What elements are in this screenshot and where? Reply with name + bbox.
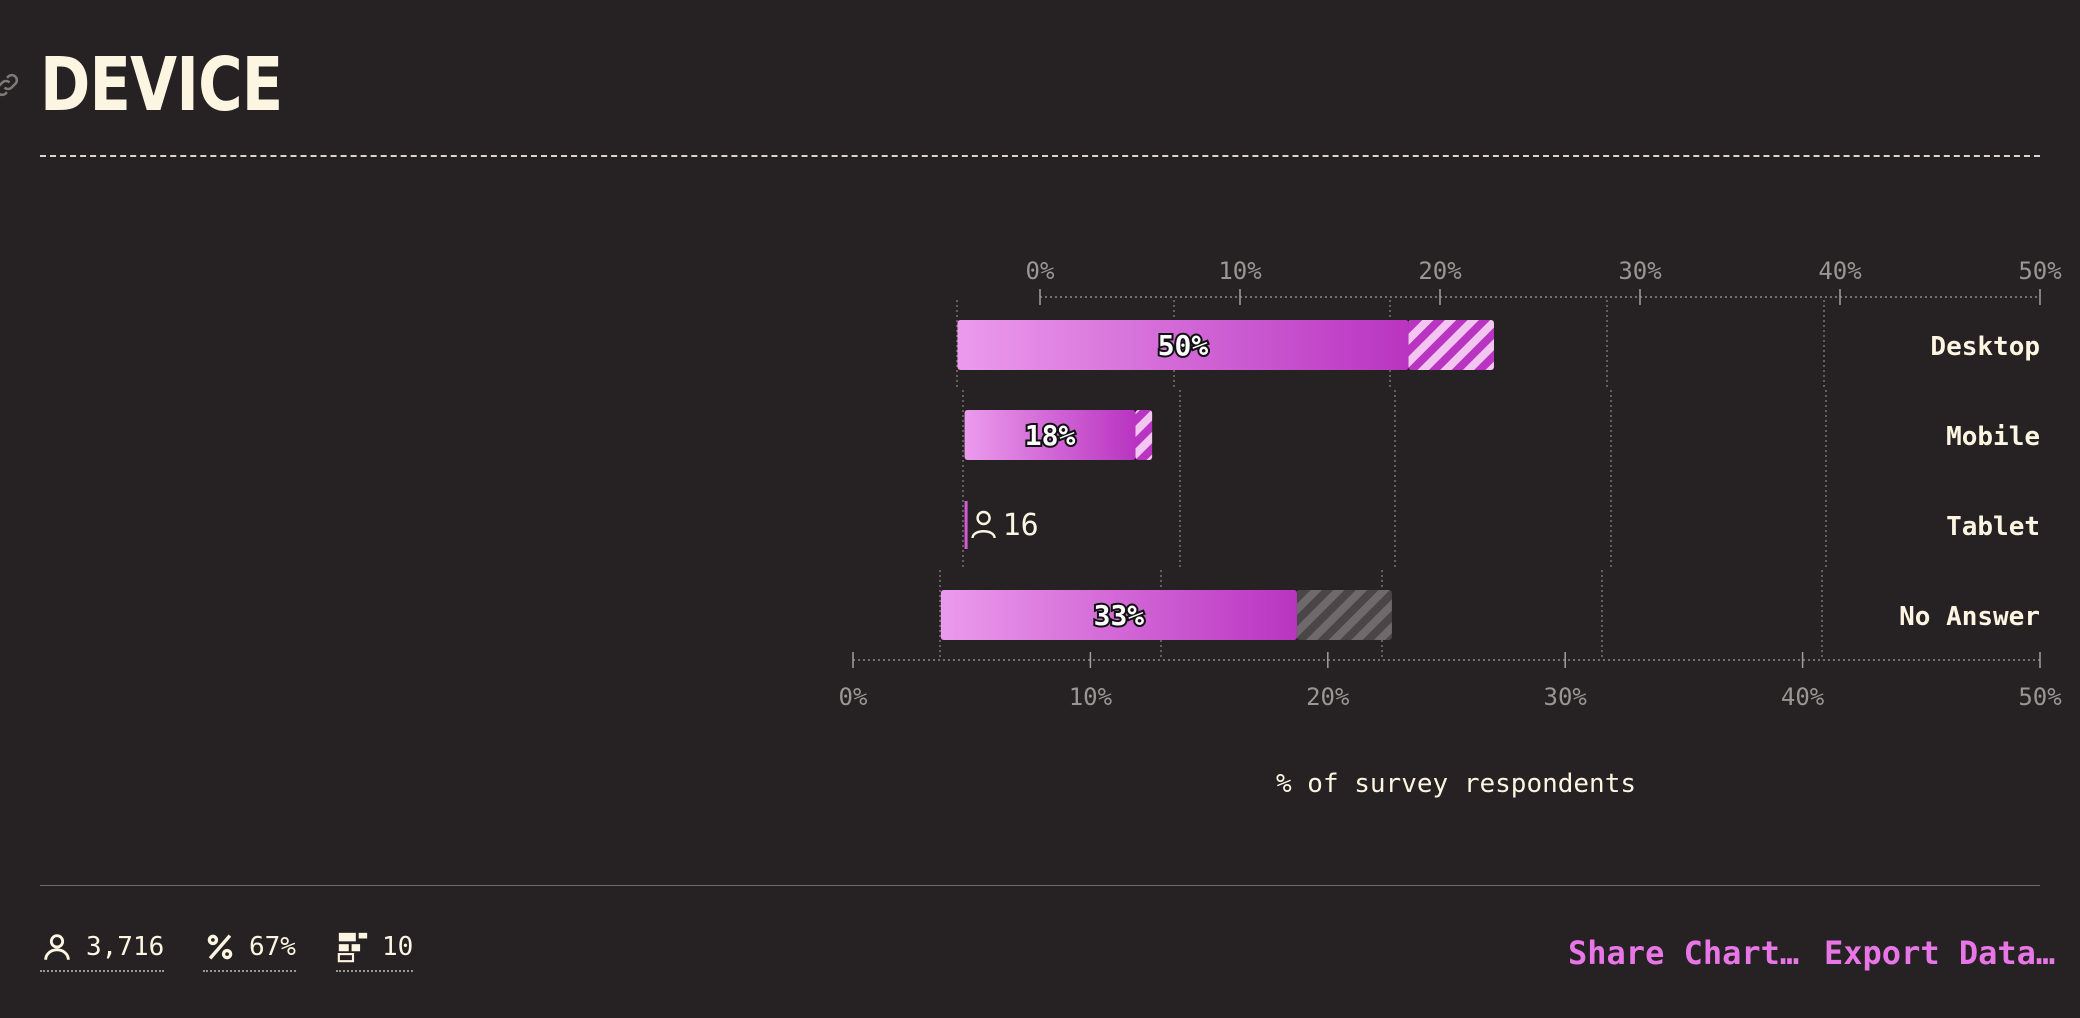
bar[interactable] [940, 590, 1297, 640]
bar-hatched [1408, 320, 1494, 370]
person-icon [44, 934, 70, 960]
x-tick-label-top: 20% [1418, 257, 1462, 285]
x-tick-label-top: 10% [1218, 257, 1262, 285]
bar[interactable] [957, 320, 1409, 370]
x-tick-label-top: 50% [2018, 257, 2062, 285]
bar-value-label: 33% [1094, 599, 1145, 632]
x-tick-label-top: 30% [1618, 257, 1662, 285]
x-tick-label-bottom: 50% [2018, 683, 2062, 711]
x-tick-label-bottom: 0% [839, 683, 868, 711]
device-bar-chart: 0% 0% 10% 10% 20% 20% 30% 30% 40% 40% 50% 50% 50% De… [839, 257, 2063, 799]
share-chart-link[interactable]: Share Chart… [1568, 934, 1800, 972]
anchor-link-icon[interactable] [0, 70, 22, 100]
questions-stat[interactable]: 10 [336, 930, 414, 972]
bar-hatched [1296, 590, 1392, 640]
percent-icon [207, 934, 233, 960]
x-tick-label-top: 0% [1026, 257, 1055, 285]
respondents-stat[interactable]: 3,716 [40, 930, 165, 972]
percent-stat[interactable]: 67% [203, 930, 296, 972]
x-tick-label-bottom: 40% [1781, 683, 1825, 711]
chart-blocks-icon [337, 932, 368, 963]
questions-count: 10 [382, 932, 414, 962]
category-label: No Answer [1899, 602, 2040, 632]
x-tick-label-bottom: 30% [1544, 683, 1588, 711]
x-tick-label-bottom: 20% [1306, 683, 1350, 711]
category-label: Desktop [1930, 332, 2040, 362]
person-icon [971, 510, 996, 539]
bar-value-label: 50% [1158, 329, 1209, 362]
bar-value-label: 18% [1025, 419, 1076, 452]
respondents-count: 3,716 [86, 932, 165, 962]
bar-count-label: 16 [1003, 508, 1039, 543]
page-title: DEVICE [40, 42, 283, 128]
x-axis-title: % of survey respondents [1276, 769, 1636, 799]
export-data-link[interactable]: Export Data… [1824, 934, 2056, 972]
title-divider [40, 155, 2040, 157]
bar-hatched [1135, 410, 1153, 460]
x-tick-label-bottom: 10% [1069, 683, 1113, 711]
footer-divider [40, 885, 2040, 886]
category-label: Tablet [1946, 512, 2040, 542]
x-tick-label-top: 40% [1818, 257, 1862, 285]
bar[interactable] [964, 410, 1136, 460]
bar[interactable] [964, 501, 968, 549]
category-label: Mobile [1946, 422, 2040, 452]
percent-value: 67% [249, 932, 296, 962]
